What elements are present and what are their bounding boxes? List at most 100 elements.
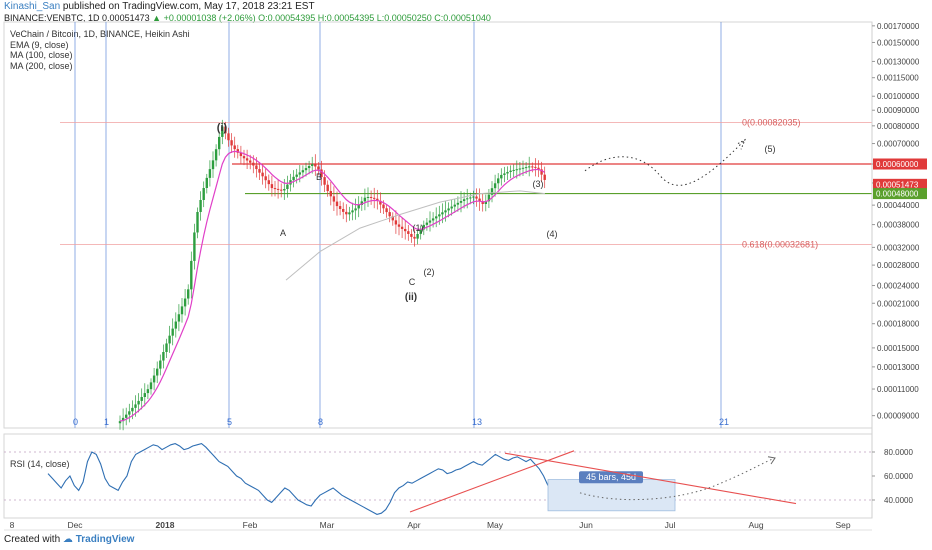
tradingview-logo-icon: ☁ [62,534,73,545]
candle-body [376,198,379,201]
candle-body [326,184,329,192]
price-tick-label: 0.00028000 [877,261,920,270]
price-tick-label: 0.00032000 [877,243,920,252]
candle-body [425,222,429,225]
ohlc-values: O:0.00054395 H:0.00054395 L:0.00050250 C… [258,13,491,23]
chart-title: VeChain / Bitcoin, 1D, BINANCE, Heikin A… [10,29,190,39]
time-tick-label: Jun [579,520,593,530]
candle-body [360,201,363,206]
candle-body [292,176,295,181]
candle-body [276,188,280,190]
candle-body [382,204,385,209]
candle-body [317,166,320,170]
candle-body [128,411,131,415]
candle-body [193,232,196,261]
candle-body [230,140,233,146]
candle-body [497,178,500,184]
legend-ma200[interactable]: MA (200, close) [10,60,73,71]
quote-line: BINANCE:VENBTC, 1D 0.00051473 ▲ +0.00001… [4,13,491,23]
candle-body [487,194,491,202]
footer: Created with ☁ TradingView [4,534,134,545]
candle-body [320,169,323,178]
candle-body [314,164,317,167]
rsi-tick-label: 60.0000 [884,472,913,481]
candle-body [391,216,394,221]
candle-body [444,210,447,213]
price-tag [873,188,927,200]
candle-body [134,404,137,408]
candle-body [329,191,332,197]
publish-line: Kinashi_San published on TradingView.com… [4,1,315,12]
time-tick-label: Feb [243,520,258,530]
candle-body [447,208,450,211]
tradingview-brand[interactable]: TradingView [75,534,135,545]
candle-body [509,170,512,172]
rsi-trendline-up [409,450,575,513]
candle-body [174,321,177,329]
candle-body [298,172,301,175]
candle-body [159,360,162,369]
price-tag-label: 0.00051473 [876,180,919,189]
candle-body [236,149,239,153]
candle-body [469,197,472,199]
candle-body [177,314,181,322]
wave-label: (4) [547,229,558,239]
candle-body [338,206,342,209]
candle-body [196,211,199,233]
rsi-label: RSI (14, close) [10,459,70,469]
wave-label: (ii) [405,292,417,303]
time-tick-label: Sep [835,520,850,530]
candle-body [348,212,351,215]
bars-range-box [547,479,676,512]
candle-body [270,184,274,189]
price-change: +0.00001038 (+2.06%) [163,13,256,23]
candle-body [205,177,208,189]
candle-body [342,208,345,212]
candle-body [267,180,270,185]
candle-body [187,289,190,299]
fib-time-zone-label: 5 [227,417,232,427]
candle-body [208,169,212,178]
candle-body [379,200,382,205]
candle-body [416,234,419,239]
bars-info-text: 45 bars, 45d [586,472,636,482]
fib-level-label: 0.618(0.00032681) [742,240,818,250]
price-tick-label: 0.00009000 [877,412,920,421]
author-link[interactable]: Kinashi_San [4,1,61,12]
candle-body [354,208,357,211]
wave-label: (5) [765,144,776,154]
candle-body [475,196,478,199]
candle-body [388,212,391,217]
price-tick-label: 0.00018000 [877,320,920,329]
candle-body [369,196,373,198]
price-tick-label: 0.00115000 [877,74,919,83]
candle-body [283,188,286,191]
candle-body [286,184,289,189]
candle-body [183,298,187,307]
candle-body [152,375,156,383]
candle-body [512,169,515,171]
candle-body [357,205,360,209]
candle-body [118,421,122,424]
legend-ema[interactable]: EMA (9, close) [10,39,69,50]
candle-body [543,174,546,180]
up-arrow-icon: ▲ [152,13,162,23]
ema-line [119,150,546,422]
candle-body [459,201,463,203]
candle-body [373,197,376,199]
fib-time-zone-label: 8 [318,417,323,427]
candle-body [137,400,140,405]
candle-body [156,368,159,376]
candle-body [394,220,398,225]
legend-ma100[interactable]: MA (100, close) [10,50,73,60]
price-tick-label: 0.00090000 [877,106,920,115]
candle-body [537,167,540,170]
wave-label: A [280,228,286,238]
candle-body [413,236,416,239]
price-tick-label: 0.00100000 [877,92,920,101]
candle-body [249,160,252,163]
candle-body [261,172,264,177]
candle-body [521,167,525,169]
candle-body [168,335,171,344]
